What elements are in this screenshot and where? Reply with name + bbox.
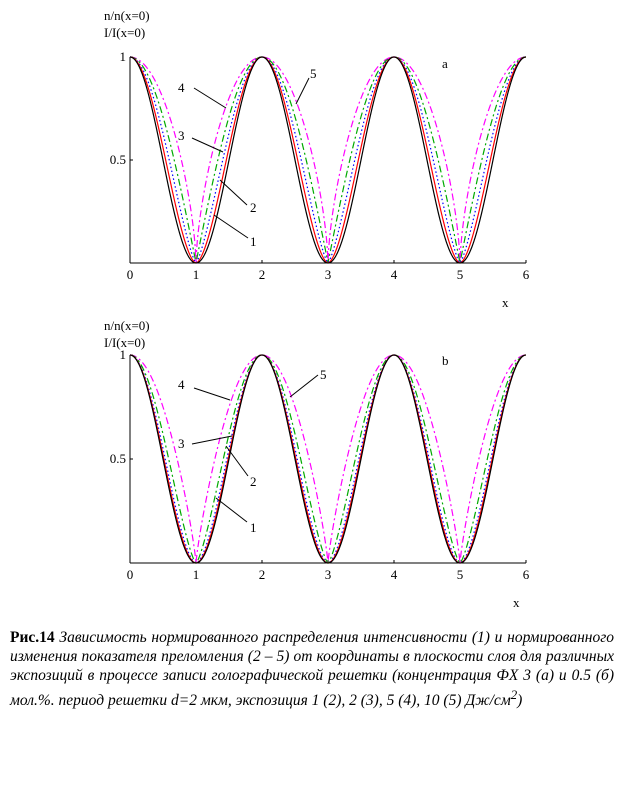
x-tick-label: 6 bbox=[523, 267, 530, 282]
ylabel-line-2: I/I(x=0) bbox=[104, 25, 145, 40]
x-axis-label: x bbox=[502, 295, 509, 310]
x-tick-label: 5 bbox=[457, 267, 464, 282]
ylabel-line-2: I/I(x=0) bbox=[104, 335, 145, 350]
y-tick-label: 0.5 bbox=[110, 152, 126, 167]
panel-label: b bbox=[442, 353, 449, 368]
caption-text: Зависимость нормированного распределения… bbox=[10, 629, 614, 710]
caption-closing: ) bbox=[517, 692, 523, 710]
panel-a: n/n(x=0) I/I(x=0) 0 1 2 3 4 5 6 0.5 1 a x 4 3 2 … bbox=[104, 8, 530, 310]
axes bbox=[129, 354, 527, 564]
tick-labels: 0 1 2 3 4 5 6 0.5 1 bbox=[110, 347, 530, 582]
y-tick-label: 1 bbox=[120, 347, 127, 362]
curve-label-3: 3 bbox=[178, 436, 185, 451]
x-tick-label: 3 bbox=[325, 567, 332, 582]
curves bbox=[129, 56, 527, 264]
x-tick-label: 2 bbox=[259, 267, 266, 282]
x-tick-label: 5 bbox=[457, 567, 464, 582]
curve-label-1: 1 bbox=[250, 520, 257, 535]
x-tick-label: 1 bbox=[193, 267, 200, 282]
curves bbox=[129, 354, 527, 564]
x-tick-label: 4 bbox=[391, 267, 398, 282]
x-tick-label: 4 bbox=[391, 567, 398, 582]
tick-labels: 0 1 2 3 4 5 6 0.5 1 bbox=[110, 49, 530, 282]
curve-label-2: 2 bbox=[250, 474, 257, 489]
curve-annotations: 4 3 2 1 5 bbox=[178, 66, 317, 249]
x-tick-label: 0 bbox=[127, 267, 134, 282]
x-tick-label: 1 bbox=[193, 567, 200, 582]
curve-label-2: 2 bbox=[250, 200, 257, 215]
figure: n/n(x=0) I/I(x=0) 0 1 2 3 4 5 6 0.5 1 a x 4 3 2 … bbox=[104, 8, 530, 610]
y-tick-label: 0.5 bbox=[110, 451, 126, 466]
caption-superscript: 2 bbox=[510, 687, 518, 702]
curve-label-5: 5 bbox=[310, 66, 317, 81]
series-line-4 bbox=[129, 354, 527, 564]
curve-annotations: 4 3 2 1 5 bbox=[178, 367, 327, 535]
series-line-5 bbox=[129, 354, 527, 564]
x-axis-label: x bbox=[513, 595, 520, 610]
x-tick-label: 2 bbox=[259, 567, 266, 582]
panel-b: n/n(x=0) I/I(x=0) 0 1 2 3 4 5 6 0.5 1 b x 4 3 2 … bbox=[104, 318, 530, 610]
curve-label-3: 3 bbox=[178, 128, 185, 143]
x-tick-label: 3 bbox=[325, 267, 332, 282]
curve-label-1: 1 bbox=[250, 234, 257, 249]
x-tick-label: 6 bbox=[523, 567, 530, 582]
curve-label-4: 4 bbox=[178, 377, 185, 392]
curve-label-4: 4 bbox=[178, 80, 185, 95]
ylabel-line-1: n/n(x=0) bbox=[104, 8, 150, 23]
series-line-1 bbox=[129, 56, 527, 264]
series-line-4 bbox=[129, 56, 527, 264]
panel-label: a bbox=[442, 56, 448, 71]
figure-caption: Рис.14 Зависимость нормированного распре… bbox=[10, 628, 614, 710]
curve-label-5: 5 bbox=[320, 367, 327, 382]
x-tick-label: 0 bbox=[127, 567, 134, 582]
series-line-1 bbox=[129, 354, 527, 564]
series-line-2 bbox=[129, 354, 527, 564]
ylabel-line-1: n/n(x=0) bbox=[104, 318, 150, 333]
caption-label: Рис.14 bbox=[10, 629, 55, 646]
y-tick-label: 1 bbox=[120, 49, 127, 64]
series-line-3 bbox=[129, 354, 527, 564]
